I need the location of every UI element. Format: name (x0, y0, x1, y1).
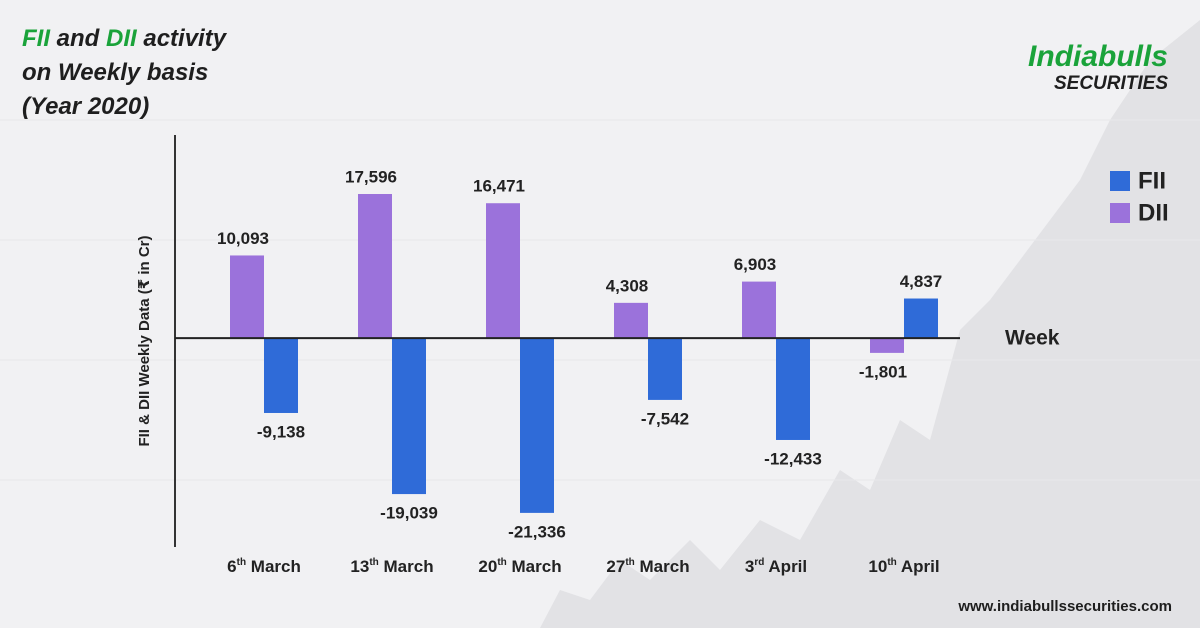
title-line: (Year 2020) (22, 90, 226, 124)
bar (358, 194, 392, 339)
x-tick-label: 27th March (606, 557, 689, 577)
legend-label: FII (1138, 167, 1166, 194)
value-label: 16,471 (473, 177, 525, 196)
bar (870, 338, 904, 353)
bar (392, 338, 426, 495)
value-label: 4,308 (606, 276, 649, 295)
title-segment: (Year 2020) (22, 93, 150, 120)
x-tick-label: 20th March (478, 557, 561, 577)
value-label: -9,138 (257, 422, 305, 441)
x-tick-label: 10th April (868, 557, 939, 577)
background-decoration (540, 20, 1200, 628)
value-label: -7,542 (641, 409, 689, 428)
value-label: -19,039 (380, 504, 438, 523)
x-tick-label: 6th March (227, 557, 301, 577)
x-tick-label: 3rd April (745, 557, 807, 577)
title-line: FII and DII activity (22, 22, 226, 56)
value-label: -12,433 (764, 449, 822, 468)
value-label: 6,903 (734, 255, 777, 274)
title-segment: activity (136, 25, 227, 52)
bar (742, 281, 776, 339)
legend-label: DII (1138, 199, 1169, 226)
title-segment: DII (106, 25, 137, 52)
bar (904, 298, 938, 339)
legend-swatch (1110, 203, 1130, 223)
value-label: 4,837 (900, 272, 943, 291)
footer-url: www.indiabullssecurities.com (957, 598, 1172, 615)
value-label: 10,093 (217, 229, 269, 248)
x-tick-label: 13th March (350, 557, 433, 577)
x-axis-label: Week (1005, 327, 1060, 350)
bar (614, 302, 648, 339)
bar (264, 338, 298, 413)
value-label: 17,596 (345, 167, 397, 186)
title-segment: and (50, 25, 107, 52)
bar (230, 255, 264, 339)
background-grid (0, 119, 1200, 481)
bar (776, 338, 810, 440)
bar (520, 338, 554, 513)
title-segment: FII (22, 25, 50, 52)
brand-name: Indiabulls (1028, 40, 1168, 73)
bar (648, 338, 682, 400)
y-axis-label: FII & DII Weekly Data (₹ in Cr) (136, 235, 153, 446)
value-label: -21,336 (508, 522, 566, 541)
title-line: on Weekly basis (22, 56, 226, 90)
value-label: -1,801 (859, 362, 907, 381)
brand-sub: SECURITIES (1054, 73, 1168, 94)
bar (486, 203, 520, 339)
legend-swatch (1110, 171, 1130, 191)
title-segment: on Weekly basis (22, 59, 209, 86)
chart-title: FII and DII activity on Weekly basis (Year… (22, 22, 226, 124)
